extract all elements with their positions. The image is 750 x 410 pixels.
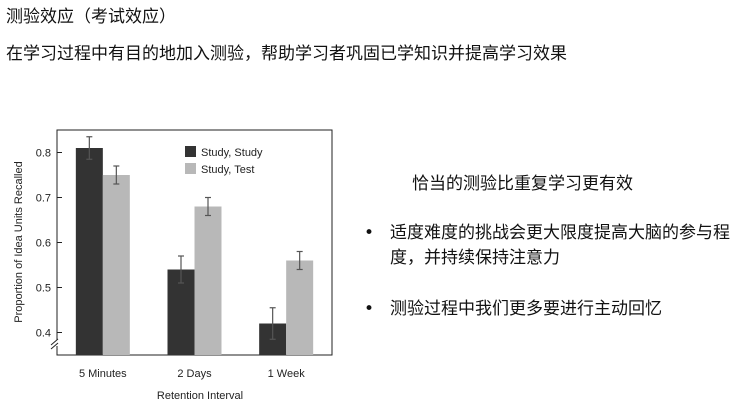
y-tick-label: 0.5 [36,283,51,295]
bullet-item: • 适度难度的挑战会更大限度提高大脑的参与程度，并持续保持注意力 [364,221,746,271]
legend-label: Study, Test [201,164,254,176]
bar-chart: 0.4 0.5 0.6 0.7 0.8 5 Minutes 2 Days 1 Week Stud… [13,129,333,402]
legend-swatch [185,163,196,174]
slide-title: 测验效应（考试效应） [6,7,176,27]
slide-subtitle: 在学习过程中有目的地加入测验，帮助学习者巩固已学知识并提高学习效果 [6,44,567,64]
y-tick-label: 0.8 [36,148,51,160]
bullet-item: • 测验过程中我们更多要进行主动回忆 [364,297,746,322]
bullet-text: 适度难度的挑战会更大限度提高大脑的参与程度，并持续保持注意力 [390,223,730,268]
axis-break-mark [50,338,59,346]
bullet-text: 测验过程中我们更多要进行主动回忆 [390,299,662,319]
bullet-marker: • [364,223,375,243]
axis-break-mark [50,342,59,350]
bar [75,148,103,355]
y-tick-label: 0.4 [36,328,51,340]
x-tick-label: 5 Minutes [79,368,127,380]
x-tick-label: 2 Days [177,368,212,380]
y-axis-label: Proportion of Idea Units Recalled [13,161,25,322]
legend-label: Study, Study [201,147,263,159]
bar [167,269,195,355]
bar [194,206,222,355]
x-axis-label: Retention Interval [157,390,243,402]
bar [102,175,130,355]
y-tick-label: 0.6 [36,238,51,250]
bullet-marker: • [364,299,375,319]
right-heading: 恰当的测验比重复学习更有效 [412,174,633,194]
x-tick-label: 1 Week [268,368,306,380]
axis-break-gap [54,340,60,346]
y-tick-label: 0.7 [36,193,51,205]
bar [286,260,314,355]
legend-swatch [185,146,196,157]
